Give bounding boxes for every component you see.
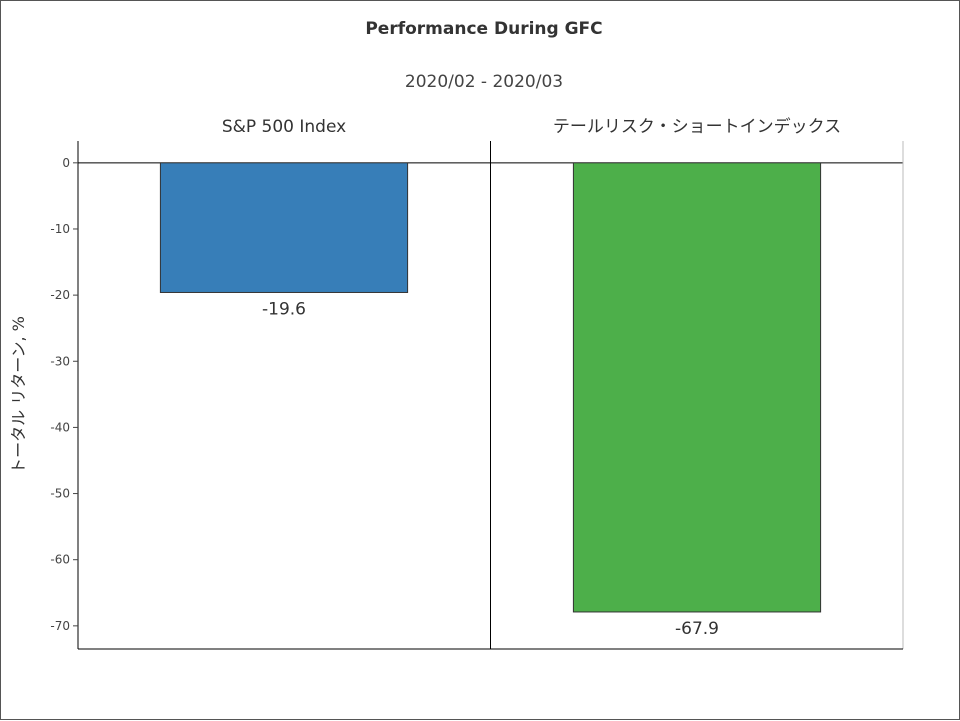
chart-title: Performance During GFC <box>365 19 602 39</box>
panel-title-2: テールリスク・ショートインデックス <box>553 116 841 137</box>
data-label-2: -67.9 <box>675 619 719 639</box>
y-tick-label-5: -50 <box>50 487 70 501</box>
bar-2 <box>572 162 822 613</box>
y-tick-label-6: -60 <box>50 553 70 567</box>
y-tick-label-1: -10 <box>50 222 70 236</box>
y-axis-label: トータル リターン, % <box>9 316 28 474</box>
y-tick-label-3: -30 <box>50 354 70 368</box>
panel-title-1: S&P 500 Index <box>222 117 346 137</box>
y-tick-label-4: -40 <box>50 420 70 434</box>
y-tick-label-0: 0 <box>62 156 70 170</box>
chart-marks: S&P 500 Index -19.6 テールリスク・ショートインデックス -67.9… <box>50 116 904 650</box>
chart-subtitle: 2020/02 - 2020/03 <box>405 72 563 92</box>
data-label-1: -19.6 <box>262 299 306 319</box>
bar-1 <box>159 162 409 293</box>
y-tick-label-2: -20 <box>50 288 70 302</box>
y-tick-label-7: -70 <box>50 619 70 633</box>
